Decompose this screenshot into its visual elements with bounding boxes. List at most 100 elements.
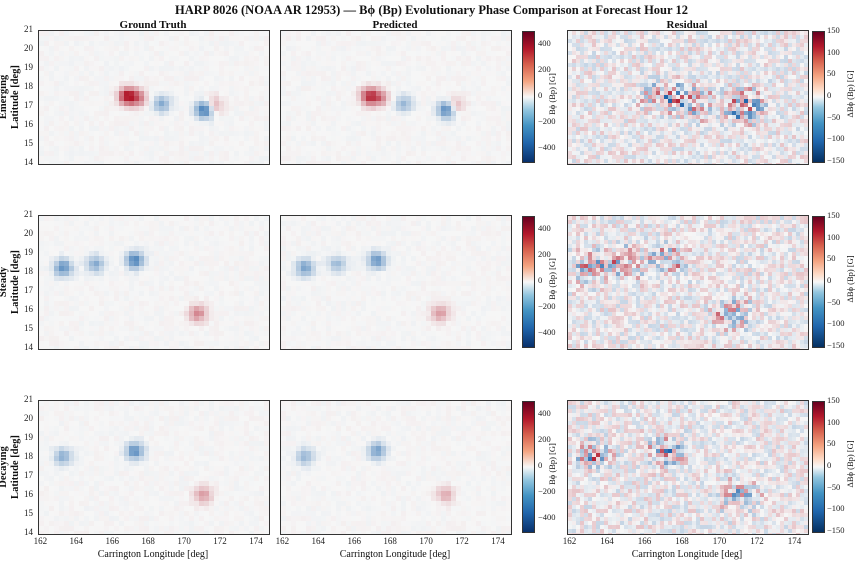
y-tick-label: 19 <box>24 62 33 72</box>
y-tick-label: 20 <box>24 228 33 238</box>
row-label-axis: Latitude [deg] <box>10 434 21 499</box>
x-axis-label-2: Carrington Longitude [deg] <box>339 549 451 560</box>
colorbar-tick: −50 <box>827 111 841 122</box>
heatmap-panel-decaying-1 <box>280 400 512 535</box>
colorbar-tick: 50 <box>827 68 836 79</box>
colorbar-tick: −50 <box>827 296 841 307</box>
x-tick-label: 164 <box>69 536 84 546</box>
row-label-phase: Emerging <box>0 74 9 119</box>
y-tick-label: 18 <box>24 81 33 91</box>
colorbar-field-label: Bϕ (Bp) [G] <box>547 258 557 300</box>
x-tick-label: 172 <box>455 536 469 546</box>
y-tick-label: 17 <box>24 470 33 480</box>
row-label-phase: Decaying <box>0 445 9 488</box>
x-tick-label: 166 <box>347 536 361 546</box>
y-tick-label: 19 <box>24 432 33 442</box>
colorbar-tick: 0 <box>538 460 543 470</box>
colorbar-field <box>522 216 535 348</box>
y-tick-label: 14 <box>24 527 33 537</box>
y-tick-label: 16 <box>24 119 33 129</box>
heatmap-svg <box>568 31 808 164</box>
heatmap-panel-emerging-0 <box>38 30 270 165</box>
colorbar-tick: 0 <box>827 275 832 285</box>
colorbar-tick: −150 <box>827 525 845 535</box>
y-tick-label: 20 <box>24 413 33 423</box>
x-tick-label: 168 <box>383 536 397 546</box>
y-tick-label: 16 <box>24 489 33 499</box>
column-title-predicted: Predicted <box>372 19 418 31</box>
colorbar-tick: 100 <box>827 46 840 57</box>
x-tick-label: 162 <box>562 536 577 546</box>
y-tick-label: 18 <box>24 451 33 461</box>
colorbar-tick: −200 <box>538 301 556 311</box>
colorbar-residual <box>812 31 825 163</box>
y-tick-label: 17 <box>24 100 33 110</box>
heatmap-svg <box>39 216 269 349</box>
y-tick-label: 15 <box>24 323 33 333</box>
colorbar-tick: −200 <box>538 486 556 496</box>
heatmap-panel-emerging-2 <box>567 30 809 165</box>
colorbar-tick: 150 <box>827 395 840 405</box>
colorbar-tick: −100 <box>827 503 845 514</box>
colorbar-tick: 400 <box>538 38 551 48</box>
x-tick-label: 172 <box>213 536 227 546</box>
y-tick-label: 21 <box>24 209 33 219</box>
x-tick-label: 168 <box>675 536 689 546</box>
x-tick-label: 166 <box>105 536 119 546</box>
heatmap-panel-steady-2 <box>567 215 809 350</box>
x-tick-label: 162 <box>275 536 290 546</box>
x-tick-label: 170 <box>177 536 191 546</box>
x-tick-label: 174 <box>491 536 505 546</box>
y-tick-label: 18 <box>24 266 33 276</box>
x-tick-label: 170 <box>419 536 433 546</box>
colorbar-field-label: Bϕ (Bp) [G] <box>547 73 557 115</box>
y-tick-label: 21 <box>24 394 33 404</box>
row-label-axis: Latitude [deg] <box>10 249 21 314</box>
row-label: Emerging Latitude [deg] <box>0 27 22 167</box>
x-tick-label: 174 <box>249 536 263 546</box>
row-label-phase: Steady <box>0 266 9 297</box>
colorbar-tick: 0 <box>827 460 832 470</box>
heatmap-svg <box>281 401 511 534</box>
y-tick-label: 14 <box>24 157 33 167</box>
x-tick-label: 166 <box>637 536 652 546</box>
heatmap-svg <box>39 401 269 534</box>
row-label: Decaying Latitude [deg] <box>0 397 22 537</box>
colorbar-tick: −400 <box>538 512 556 522</box>
heatmap-panel-decaying-2 <box>567 400 809 535</box>
x-tick-label: 162 <box>33 536 48 546</box>
colorbar-field-label: Bϕ (Bp) [G] <box>547 443 557 485</box>
colorbar-tick: 200 <box>538 434 551 444</box>
colorbar-residual-label: ΔBϕ (Bp) [G] <box>845 70 855 118</box>
heatmap-svg <box>568 401 808 534</box>
colorbar-field <box>522 31 535 163</box>
column-title-ground-truth: Ground Truth <box>119 19 187 31</box>
colorbar-tick: −50 <box>827 481 841 492</box>
y-tick-label: 20 <box>24 43 33 53</box>
y-tick-label: 15 <box>24 508 33 518</box>
colorbar-tick: 200 <box>538 249 551 259</box>
colorbar-residual-label: ΔBϕ (Bp) [G] <box>845 255 855 303</box>
x-tick-label: 172 <box>750 536 764 546</box>
column-title-residual: Residual <box>666 19 708 31</box>
x-axis-label-3: Carrington Longitude [deg] <box>631 549 743 560</box>
y-tick-label: 16 <box>24 304 33 314</box>
x-tick-label: 164 <box>600 536 614 546</box>
heatmap-svg <box>281 216 511 349</box>
colorbar-tick: −100 <box>827 133 845 144</box>
colorbar-tick: 0 <box>538 275 543 285</box>
x-tick-label: 164 <box>311 536 326 546</box>
x-tick-label: 174 <box>787 536 802 546</box>
colorbar-tick: −100 <box>827 318 845 329</box>
colorbar-tick: 200 <box>538 64 551 74</box>
colorbar-tick: −400 <box>538 142 556 152</box>
colorbar-field <box>522 401 535 533</box>
colorbar-residual <box>812 216 825 348</box>
colorbar-tick: 400 <box>538 223 551 233</box>
colorbar-tick: −150 <box>827 155 845 165</box>
heatmap-svg <box>39 31 269 164</box>
colorbar-residual <box>812 401 825 533</box>
chart-title: HARP 8026 (NOAA AR 12953) — Bϕ (Bp) Evol… <box>175 3 688 17</box>
colorbar-tick: −150 <box>827 340 845 350</box>
x-tick-label: 170 <box>712 536 727 546</box>
